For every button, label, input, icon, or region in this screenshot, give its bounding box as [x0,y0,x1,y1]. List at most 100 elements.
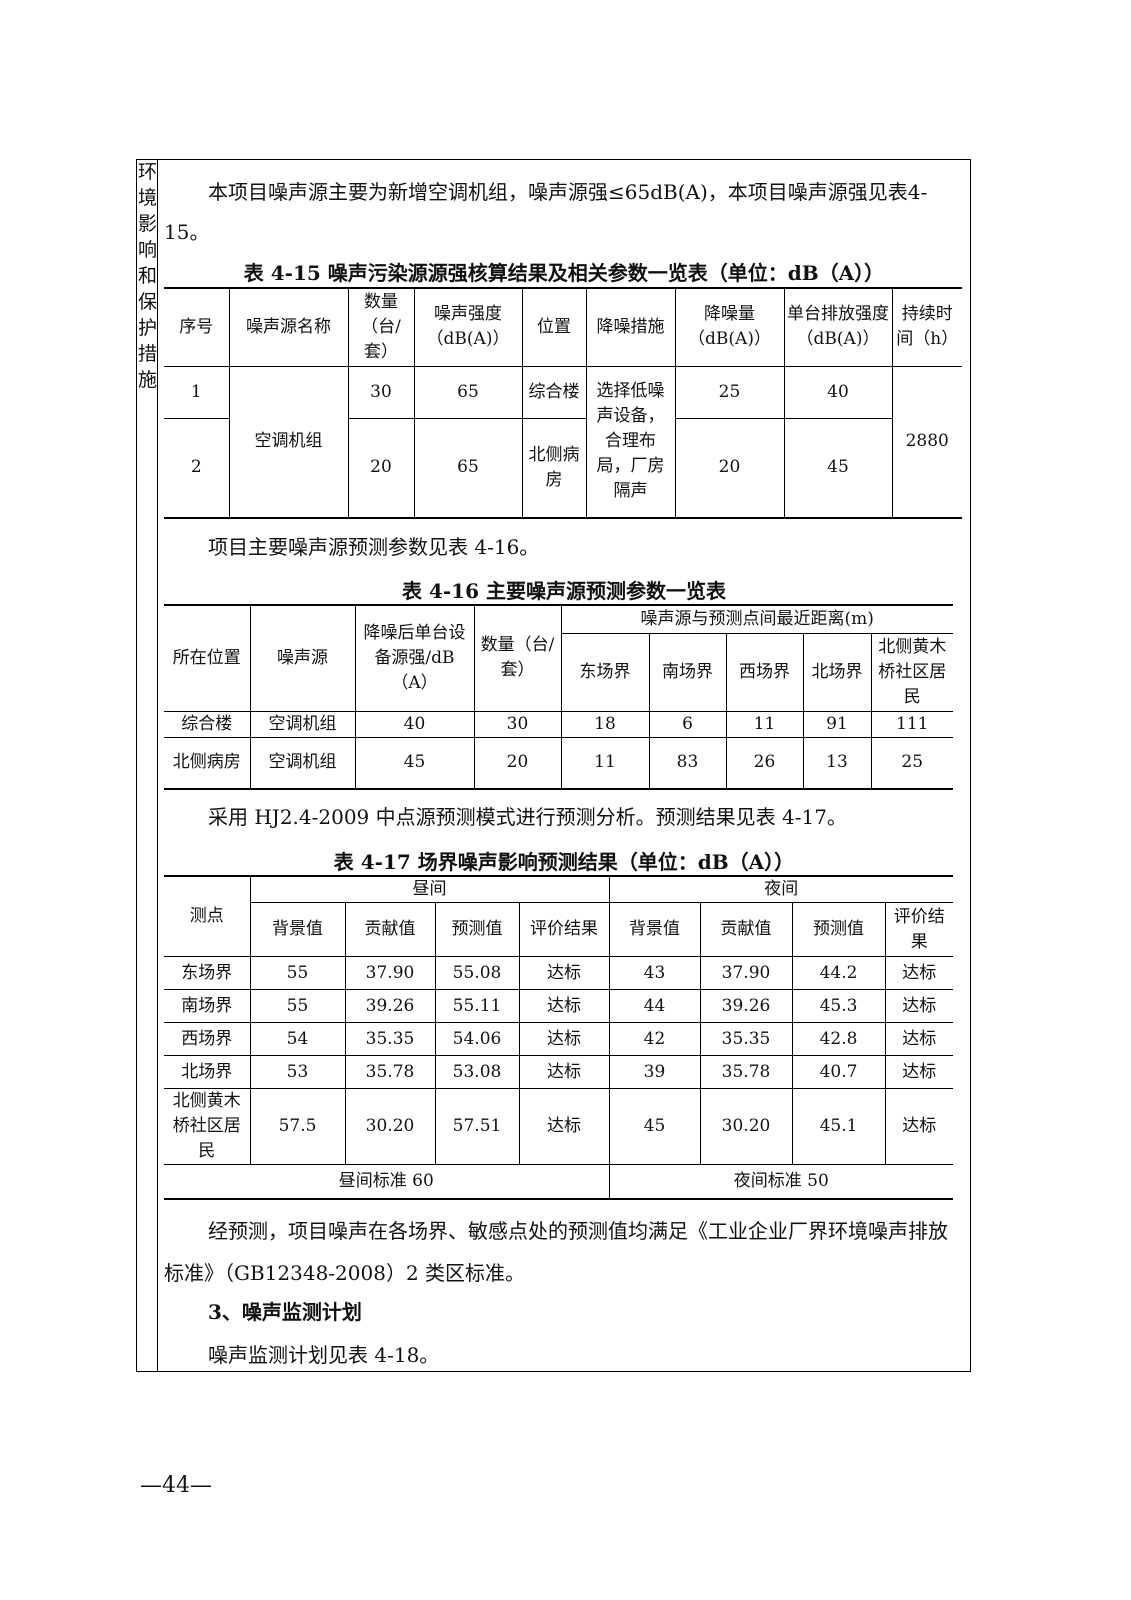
cell: 选择低噪声设备，合理布局，厂房隔声 [585,365,676,519]
cell: 40 [354,710,475,738]
cell: 35.35 [344,1022,436,1056]
table-row: 2 20 65 北侧病房 20 45 [164,417,962,519]
cell: 55.11 [434,989,520,1023]
cell: 达标 [518,1055,610,1089]
paragraph-intro: 本项目噪声源主要为新增空调机组，噪声源强≤65dB(A)，本项目噪声源强见表4-… [164,180,928,244]
header-cell: 位置 [521,287,587,367]
cell: 26 [725,736,804,790]
table-row: 北侧黄木桥社区居民 57.5 30.20 57.51 达标 45 30.20 45.1 达标 [164,1088,953,1165]
cell: 45.1 [791,1088,886,1165]
cell: 37.90 [344,956,436,990]
cell: 北侧黄木桥社区居民 [164,1088,251,1165]
cell: 达标 [884,989,953,1023]
cell: 达标 [518,1022,610,1056]
cell: 空调机组 [228,365,349,519]
cell: 40 [783,365,893,419]
cell: 39 [608,1055,701,1089]
cell: 25 [674,365,785,419]
header-cell: 噪声源名称 [228,287,349,367]
cell: 39.26 [699,989,793,1023]
cell: 综合楼 [164,710,251,738]
cell: 6 [648,710,727,738]
table-row: 东场界 55 37.90 55.08 达标 43 37.90 44.2 达标 [164,956,953,990]
table-row: 1 空调机组 30 65 综合楼 选择低噪声设备，合理布局，厂房隔声 25 40… [164,365,962,519]
cell: 11 [725,710,804,738]
paragraph-monitoring-ref: 噪声监测计划见表 4-18。 [208,1343,440,1367]
cell: 南场界 [164,989,251,1023]
cell: 57.51 [434,1088,520,1165]
cell: 20 [473,736,562,790]
cell: 37.90 [699,956,793,990]
header-cell: 北场界 [802,632,872,712]
table-4-17: 测点 昼间 夜间 背景值 贡献值 预测值 评价结果 背景值 贡献值 预测值 评价结果 东场界 5… [164,875,953,1200]
table-4-15-caption: 表 4-15 噪声污染源源强核算结果及相关参数一览表（单位：dB（A）） [243,261,885,285]
cell: 18 [560,710,650,738]
header-cell: 噪声强度（dB(A)） [413,287,523,367]
side-char: 环 [138,161,158,183]
day-standard: 昼间标准 60 [164,1164,610,1199]
page-number: —44— [140,1473,212,1498]
cell: 55 [249,956,346,990]
cell: 54 [249,1022,346,1056]
cell: 达标 [518,1088,610,1165]
table-4-15: 序号 噪声源名称 数量（台/套） 噪声强度（dB(A)） 位置 降噪措施 降噪量… [164,287,962,519]
cell: 35.78 [699,1055,793,1089]
cell: 45 [354,736,475,790]
header-group-cell: 噪声源与预测点间最近距离(m) [560,604,953,634]
header-cell: 降噪后单台设备源强/dB（A） [354,604,475,712]
cell: 西场界 [164,1022,251,1056]
cell: 达标 [884,956,953,990]
cell: 42.8 [791,1022,886,1056]
header-cell: 西场界 [725,632,804,712]
header-cell: 数量（台/套） [473,604,562,712]
table-row: 北场界 53 35.78 53.08 达标 39 35.78 40.7 达标 [164,1055,953,1089]
cell: 35.78 [344,1055,436,1089]
paragraph-prediction-method: 采用 HJ2.4-2009 中点源预测模式进行预测分析。预测结果见表 4-17。 [208,805,847,829]
cell: 北侧病房 [164,736,251,790]
cell: 42 [608,1022,701,1056]
header-group-cell: 昼间 [249,875,610,903]
header-cell: 贡献值 [699,902,793,957]
header-cell: 贡献值 [344,902,436,957]
cell: 达标 [884,1022,953,1056]
header-cell: 背景值 [250,902,346,957]
cell: 35.35 [699,1022,793,1056]
table-4-16-caption: 表 4-16 主要噪声源预测参数一览表 [402,579,726,603]
header-cell: 测点 [164,875,251,957]
cell: 43 [608,956,701,990]
cell: 55 [249,989,346,1023]
cell: 45.3 [791,989,886,1023]
paragraph-conclusion: 经预测，项目噪声在各场界、敏感点处的预测值均满足《工业企业厂界环境噪声排放标准》… [164,1219,948,1285]
side-char: 施 [138,369,158,391]
table-4-16: 所在位置 噪声源 降噪后单台设备源强/dB（A） 数量（台/套） 噪声源与预测点… [164,604,953,790]
section-heading-monitoring: 3、噪声监测计划 [208,1300,362,1324]
header-cell: 评价结果 [518,902,610,957]
header-cell: 持续时间（h） [891,287,962,367]
table-row: 综合楼 空调机组 40 30 18 6 11 91 111 [164,710,953,738]
header-cell: 预测值 [434,902,520,957]
section-side-label: 环 境 影 响 和 保 护 措 施 [136,159,158,1372]
cell: 45 [608,1088,701,1165]
cell: 53 [249,1055,346,1089]
header-cell: 单台排放强度（dB(A)） [783,287,893,367]
cell: 39.26 [344,989,436,1023]
header-cell: 预测值 [791,902,886,957]
cell: 达标 [518,956,610,990]
cell: 达标 [884,1055,953,1089]
cell: 1 [164,365,230,419]
cell: 57.5 [249,1088,346,1165]
night-standard: 夜间标准 50 [608,1164,953,1199]
cell: 空调机组 [249,736,356,790]
side-char: 和 [138,265,158,287]
cell: 北侧病房 [521,417,587,519]
cell: 91 [802,710,872,738]
cell: 北场界 [164,1055,251,1089]
header-cell: 降噪措施 [585,287,676,367]
header-cell: 南场界 [648,632,727,712]
table-row: 西场界 54 35.35 54.06 达标 42 35.35 42.8 达标 [164,1022,953,1056]
cell: 54.06 [434,1022,520,1056]
header-cell: 背景值 [608,902,701,957]
cell: 65 [413,417,523,519]
cell: 44.2 [791,956,886,990]
